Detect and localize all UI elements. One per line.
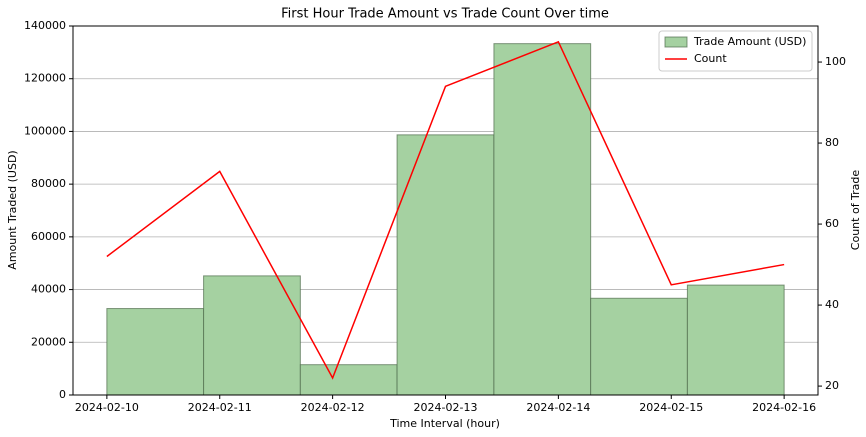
x-axis-label: Time Interval (hour) <box>389 417 500 430</box>
y-tick-label: 80000 <box>31 177 66 190</box>
bar <box>493 43 592 396</box>
y-tick-label: 100000 <box>24 124 66 137</box>
bar <box>686 284 785 396</box>
legend-label: Count <box>694 52 727 65</box>
legend-swatch <box>664 36 688 48</box>
y-tick-label: 120000 <box>24 72 66 85</box>
x-tick-label: 2024-02-10 <box>75 401 139 414</box>
plot-frame <box>72 25 819 396</box>
y-tick-label: 40000 <box>31 283 66 296</box>
x-tick-label: 2024-02-15 <box>639 401 703 414</box>
x-tick-label: 2024-02-16 <box>752 401 816 414</box>
legend-box <box>658 30 813 72</box>
x-tick-label: 2024-02-11 <box>188 401 252 414</box>
bar <box>106 308 205 396</box>
y2-tick-label: 20 <box>825 379 839 392</box>
legend-label: Trade Amount (USD) <box>693 35 806 48</box>
bar <box>396 134 495 396</box>
y2-tick-label: 100 <box>825 55 846 68</box>
y2-tick-label: 40 <box>825 298 839 311</box>
y-tick-label: 0 <box>59 388 66 401</box>
bar <box>590 297 688 396</box>
bar <box>299 364 398 396</box>
y-tick-label: 20000 <box>31 335 66 348</box>
y-tick-label: 60000 <box>31 230 66 243</box>
x-tick-label: 2024-02-13 <box>414 401 478 414</box>
chart-title: First Hour Trade Amount vs Trade Count O… <box>281 7 609 22</box>
x-tick-label: 2024-02-14 <box>526 401 590 414</box>
y-axis-label: Amount Traded (USD) <box>6 150 19 269</box>
y-tick-label: 140000 <box>24 19 66 32</box>
x-tick-label: 2024-02-12 <box>301 401 365 414</box>
line <box>106 40 785 380</box>
bar <box>203 275 301 396</box>
y2-tick-label: 80 <box>825 136 839 149</box>
y2-axis-label: Count of Trade <box>849 170 862 251</box>
y2-tick-label: 60 <box>825 217 839 230</box>
